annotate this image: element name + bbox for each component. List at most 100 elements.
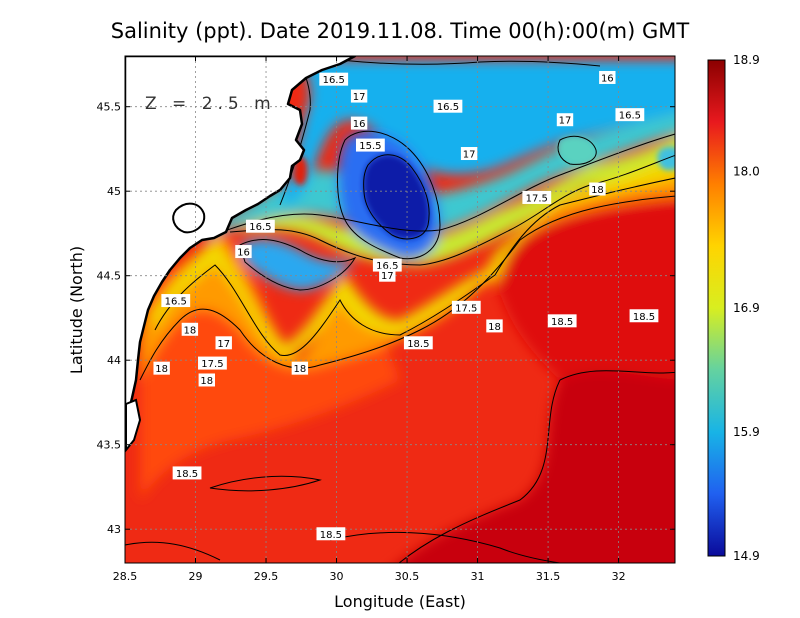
- colorbar-tick-label: 15.9: [733, 425, 760, 439]
- colorbar-tick-label: 18.0: [733, 165, 760, 179]
- contour-label-text: 18.5: [551, 317, 573, 328]
- contour-label: 17.5: [451, 300, 481, 314]
- contour-label-box: [486, 319, 503, 333]
- plot-frame: [124, 55, 676, 564]
- contour-label-box: [235, 245, 252, 259]
- contour-label-text: 16.5: [165, 297, 187, 308]
- plot-area: 16.5 161716.516.5171615.5171817.516.51616…: [66, 56, 675, 563]
- x-tick-label: 31: [471, 570, 485, 583]
- field-cyan-patch: [558, 136, 597, 165]
- x-tick-label: 32: [612, 570, 626, 583]
- contour-label: 16.5: [615, 108, 645, 122]
- contour-label-text: 16: [601, 73, 614, 84]
- salinity-field: [140, 60, 675, 563]
- field-darkblue: [363, 154, 430, 239]
- field-cyan-patch-east: [657, 146, 675, 171]
- contour-label-box: [215, 336, 232, 350]
- contour-label: 16: [235, 245, 252, 259]
- contour-label: 18: [589, 182, 606, 196]
- colorbar-tick-label: 18.9: [733, 53, 760, 67]
- contour-label-box: [66, 524, 82, 537]
- contour-label-text: 18: [155, 364, 168, 375]
- contour-label-text: 17: [353, 92, 366, 103]
- coast-sliver: [125, 398, 142, 453]
- colorbar-tick-label: 14.9: [733, 549, 760, 563]
- contour-label: 17: [215, 336, 232, 350]
- contour-label-text: 17.5: [201, 359, 223, 370]
- contour-label-box: [291, 361, 309, 375]
- contour-label: 17.5: [198, 356, 227, 370]
- depth-annotation: Z = 2.5 m: [145, 94, 276, 114]
- contour-label-box: [161, 294, 191, 308]
- contour-label-box: [372, 258, 402, 272]
- contour-label: 18: [291, 361, 309, 375]
- contour-label-text: 17.5: [526, 193, 548, 204]
- contour-label-box: [433, 99, 463, 113]
- contour-label-box: [319, 72, 349, 86]
- colorbar: 18.9 18.0 16.9 15.9 14.9: [707, 53, 760, 563]
- y-tick-label: 44: [107, 354, 121, 367]
- contour-label-box: [589, 182, 606, 196]
- x-tick-label: 28.5: [113, 570, 138, 583]
- contour-label-text: 17: [217, 339, 230, 350]
- contour-label: 18: [66, 524, 82, 538]
- contour-label-box: [198, 356, 227, 370]
- y-tick-label: 43: [107, 523, 121, 536]
- contour-label: 18: [198, 373, 215, 387]
- contour-label: 18.5: [403, 336, 433, 350]
- contour-label-box: [350, 89, 368, 103]
- contour-labels: 16.5 161716.516.5171615.5171817.516.51616…: [66, 70, 659, 541]
- contour-label-text: 16.5: [437, 102, 459, 113]
- contour-label: 17: [460, 147, 478, 161]
- contour-label-box: [599, 70, 616, 84]
- contour-label: 16: [599, 70, 616, 84]
- contour-label-box: [403, 336, 433, 350]
- lake-outline: [172, 202, 206, 234]
- contour-label-text: 18: [294, 364, 307, 375]
- contour-label: 18: [486, 319, 503, 333]
- contour-label: 18.5: [316, 527, 346, 541]
- contour-label-text: 18.5: [320, 530, 342, 541]
- y-tick-label: 45: [107, 185, 121, 198]
- contour-label-box: [198, 373, 215, 387]
- colorbar-scale: [707, 59, 726, 557]
- field-cyan: [200, 113, 675, 240]
- contour-label-text: 16: [353, 119, 366, 130]
- contour-label-box: [451, 300, 481, 314]
- contour-label-text: 17: [559, 116, 572, 127]
- y-tick-label: 44.5: [97, 270, 122, 283]
- contour-label: 17: [350, 89, 368, 103]
- chart-title: Salinity (ppt). Date 2019.11.08. Time 00…: [111, 19, 690, 43]
- contour-label: 16.5: [372, 258, 402, 272]
- x-tick-label: 30.5: [395, 570, 420, 583]
- contour-label-text: 18: [200, 376, 213, 387]
- contour-label-text: 16.5: [619, 111, 641, 122]
- contour-label: 18: [181, 322, 199, 336]
- contour-label-box: [316, 527, 346, 541]
- contour-label-text: 16.5: [249, 222, 271, 233]
- contour-label: 16.5: [245, 219, 275, 233]
- contour-label: 17: [556, 113, 574, 127]
- contour-label-box: [556, 113, 574, 127]
- colorbar-tick-label: 16.9: [733, 301, 760, 315]
- contour-label: 17.5: [522, 190, 552, 204]
- contour-label-box: [181, 322, 199, 336]
- field-red-east: [490, 201, 675, 380]
- x-axis: 28.5 29 29.5 30 30.5 31 31.5 32: [113, 56, 626, 583]
- contour-label-text: 18: [68, 526, 81, 537]
- contour-label-box: [522, 190, 552, 204]
- colorbar-ticks: 18.9 18.0 16.9 15.9 14.9: [733, 53, 760, 563]
- contour-label: 18: [153, 361, 170, 375]
- contour-label-box: [460, 147, 478, 161]
- contour-label-box: [355, 138, 385, 152]
- contour-label-box: [350, 116, 368, 130]
- contour-label-text: 18.5: [407, 339, 429, 350]
- contour-label-box: [153, 361, 170, 375]
- contour-label-box: [547, 314, 577, 328]
- x-tick-label: 31.5: [536, 570, 561, 583]
- contour-label-box: [245, 219, 275, 233]
- x-tick-label: 29: [189, 570, 203, 583]
- y-axis-label: Latitude (North): [67, 246, 86, 374]
- contour-label: 16.5: [319, 72, 349, 86]
